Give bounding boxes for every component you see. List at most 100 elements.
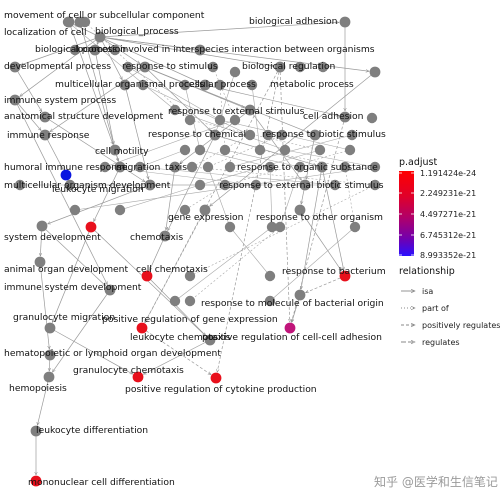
graph-edge: [144, 66, 281, 323]
go-term-label: biological adhesion: [249, 16, 338, 27]
go-term-node: [179, 204, 191, 216]
go-term-label: response to chemical: [148, 129, 246, 140]
relationship-label: isa: [422, 287, 433, 296]
go-term-node: [184, 270, 196, 282]
graph-edge: [127, 66, 221, 121]
go-term-label: response to biotic stimulus: [262, 129, 386, 140]
go-term-node: [369, 161, 381, 173]
go-term-node: [294, 161, 306, 173]
go-term-label: positive regulation of gene expression: [102, 314, 278, 325]
go-term-label: positive regulation of cytokine producti…: [125, 384, 317, 395]
graph-edge: [292, 116, 346, 322]
go-term-node: [139, 61, 151, 73]
graph-edge: [99, 36, 123, 80]
go-term-node: [60, 169, 72, 181]
colorbar-tick-label: 4.497271e-21: [420, 210, 476, 219]
go-term-node: [207, 61, 219, 73]
go-term-node: [114, 204, 126, 216]
go-term-node: [184, 114, 196, 126]
go-term-node: [214, 79, 226, 91]
go-term-node: [36, 220, 48, 232]
colorbar-ticks: 1.191424e-24 2.249231e-21 4.497271e-21 6…: [399, 169, 476, 260]
go-term-label: gene expression: [168, 212, 244, 223]
go-term-node: [39, 129, 51, 141]
go-term-node: [44, 349, 56, 361]
graph-edge: [99, 36, 274, 66]
go-term-node: [64, 179, 76, 191]
graph-edge: [191, 166, 376, 186]
graph-edge: [39, 261, 49, 349]
relationship-label: part of: [422, 304, 449, 313]
go-term-label: taxis: [165, 162, 187, 173]
go-term-label: immune system development: [4, 282, 142, 293]
graph-edge: [124, 84, 149, 179]
go-term-node: [144, 179, 156, 191]
go-term-node: [179, 79, 191, 91]
go-term-label: response to organic substance: [237, 162, 378, 173]
go-term-node: [85, 221, 97, 233]
graph-edge: [166, 166, 176, 230]
graph-edge: [217, 66, 281, 372]
go-term-node: [224, 221, 236, 233]
go-term-node: [244, 104, 256, 116]
go-term-node: [63, 16, 75, 28]
go-term-label: system development: [4, 232, 101, 243]
graph-node-labels: movement of cell or subcellular componen…: [4, 10, 386, 488]
go-term-node: [254, 144, 266, 156]
graph-edge: [37, 376, 50, 425]
go-term-node: [89, 44, 101, 56]
go-term-label: cell motility: [95, 146, 149, 157]
graph-edge: [251, 84, 261, 151]
graph-edge: [269, 226, 356, 302]
graph-edges: [14, 21, 376, 475]
graph-edge: [50, 66, 146, 132]
go-term-label: anatomical structure development: [4, 111, 164, 122]
go-term-label: response to bacterium: [282, 266, 386, 277]
go-term-node: [224, 161, 236, 173]
go-term-node: [264, 295, 276, 307]
go-term-label: leukocyte migration: [52, 184, 144, 195]
go-term-node: [169, 104, 181, 116]
go-term-node: [262, 129, 274, 141]
go-term-node: [219, 144, 231, 156]
graph-edge: [214, 134, 316, 165]
go-term-node: [299, 179, 311, 191]
graph-edge: [119, 184, 201, 211]
graph-edge: [99, 22, 339, 38]
graph-edge: [143, 339, 211, 375]
go-term-label: response to external biotic stimulus: [219, 180, 384, 191]
graph-edge: [199, 149, 321, 186]
graph-edge: [204, 84, 339, 116]
graph-edge: [52, 226, 92, 322]
colorbar: [399, 171, 414, 256]
go-term-node: [30, 425, 42, 437]
go-term-label: animal organ development: [4, 264, 129, 275]
go-term-node: [74, 16, 86, 28]
colorbar-tick-label: 8.993352e-21: [420, 251, 476, 260]
go-term-node: [294, 61, 306, 73]
go-term-node: [266, 221, 278, 233]
go-term-node: [246, 79, 258, 91]
graph-edge: [174, 226, 273, 302]
graph-edge: [210, 71, 376, 206]
go-term-label: granulocyte migration: [13, 312, 115, 323]
graph-edge: [144, 66, 211, 131]
go-term-node: [69, 204, 81, 216]
go-term-node: [43, 371, 55, 383]
go-term-label: hemopoiesis: [9, 383, 67, 394]
go-term-label: humoral immune response: [4, 162, 128, 173]
go-term-node: [210, 372, 222, 384]
go-term-node: [276, 129, 288, 141]
graph-edge: [167, 134, 216, 231]
graph-edge: [14, 66, 42, 112]
graph-edge: [94, 49, 114, 144]
go-term-label: positive regulation of cell-cell adhesio…: [202, 332, 382, 343]
graph-edge: [189, 226, 281, 302]
relationship-item-isa: isa: [401, 287, 433, 296]
colorbar-title: p.adjust: [399, 157, 438, 168]
watermark-text: 知乎 @医学和生信笔记: [374, 474, 498, 489]
go-term-label: response to molecule of bacterial origin: [201, 298, 384, 309]
graph-edge: [67, 21, 176, 111]
graph-edge: [284, 149, 376, 168]
